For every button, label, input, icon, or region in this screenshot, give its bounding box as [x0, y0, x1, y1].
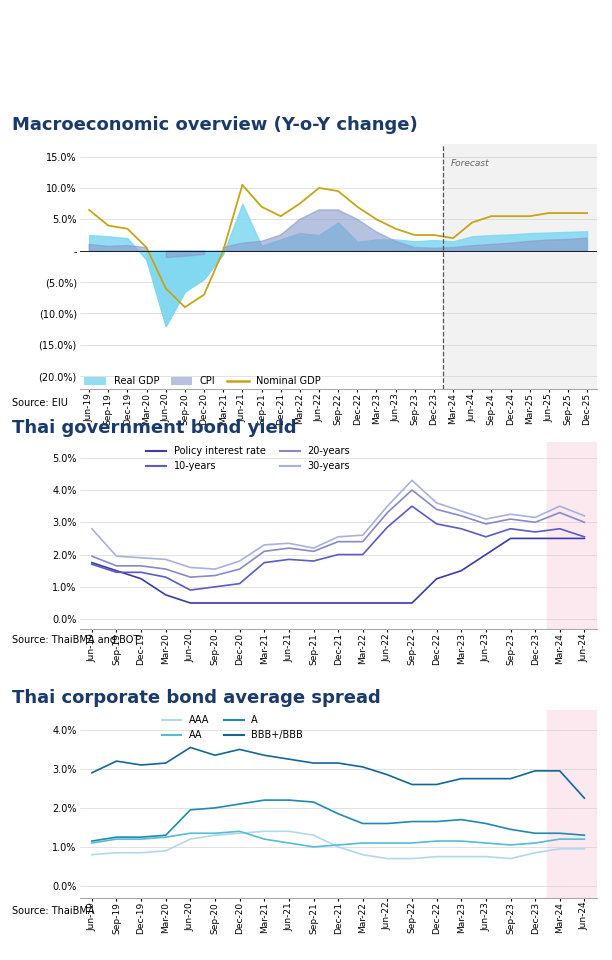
Text: Thai corporate bond average spread: Thai corporate bond average spread [12, 688, 381, 707]
Text: Thai government bond yield: Thai government bond yield [12, 419, 297, 437]
Text: Source: ThaiBMA and BOT: Source: ThaiBMA and BOT [12, 636, 140, 645]
Text: Source: EIU: Source: EIU [12, 398, 68, 408]
Text: Source: ThaiBMA: Source: ThaiBMA [12, 906, 95, 916]
Text: Forecast: Forecast [451, 159, 490, 168]
Bar [548, 710, 597, 898]
Bar [444, 144, 597, 389]
Legend: AAA, AA, A, BBB+/BBB: AAA, AA, A, BBB+/BBB [162, 715, 303, 740]
Text: Macroeconomic overview (Y-o-Y change): Macroeconomic overview (Y-o-Y change) [12, 115, 418, 133]
Legend: Policy interest rate, 10-years, 20-years, 30-years: Policy interest rate, 10-years, 20-years… [146, 446, 350, 471]
Legend: Real GDP, CPI, Nominal GDP: Real GDP, CPI, Nominal GDP [84, 376, 321, 386]
Bar [548, 442, 597, 629]
